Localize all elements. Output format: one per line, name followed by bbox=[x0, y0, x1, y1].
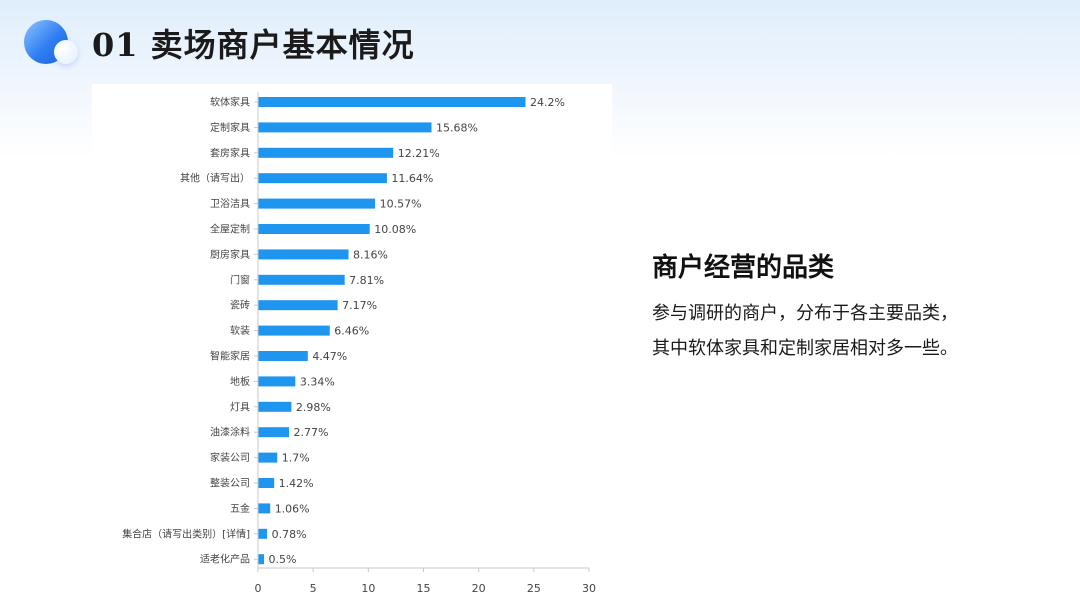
value-axis-tick-label: 5 bbox=[310, 582, 317, 595]
value-label: 1.42% bbox=[279, 477, 314, 490]
bar bbox=[258, 452, 278, 463]
bar bbox=[258, 122, 432, 133]
value-label: 1.06% bbox=[275, 502, 310, 515]
value-label: 6.46% bbox=[334, 325, 369, 338]
category-label: 灯具 bbox=[230, 401, 250, 413]
value-label: 4.47% bbox=[312, 350, 347, 363]
bar bbox=[258, 147, 394, 158]
summary-line: 其中软体家具和定制家居相对多一些。 bbox=[652, 338, 958, 359]
value-label: 2.98% bbox=[296, 401, 331, 414]
value-label: 3.34% bbox=[300, 375, 335, 388]
category-label: 全屋定制 bbox=[210, 223, 250, 236]
bar bbox=[258, 274, 345, 285]
value-label: 0.78% bbox=[272, 528, 307, 541]
bar bbox=[258, 503, 271, 514]
value-label: 12.21% bbox=[398, 147, 440, 160]
bar bbox=[258, 554, 265, 565]
bar bbox=[258, 198, 376, 209]
category-label: 集合店（请写出类别）[详情] bbox=[122, 527, 250, 540]
category-label: 其他（请写出） bbox=[180, 172, 250, 185]
value-label: 7.17% bbox=[342, 299, 377, 312]
value-label: 2.77% bbox=[294, 426, 329, 439]
bar bbox=[258, 478, 275, 488]
summary-line: 参与调研的商户，分布于各主要品类， bbox=[652, 303, 958, 324]
value-label: 10.57% bbox=[380, 198, 422, 211]
category-label: 软体家具 bbox=[210, 96, 250, 109]
value-axis-tick-label: 15 bbox=[417, 582, 431, 595]
category-label: 定制家具 bbox=[210, 121, 250, 134]
value-label: 24.2% bbox=[530, 96, 565, 109]
category-label: 门窗 bbox=[230, 273, 250, 286]
value-axis-tick-label: 0 bbox=[255, 582, 262, 595]
summary-block: 商户经营的品类 参与调研的商户，分布于各主要品类， 其中软体家具和定制家居相对多… bbox=[652, 250, 1052, 366]
section-logo-icon bbox=[0, 0, 90, 80]
value-label: 10.08% bbox=[374, 223, 416, 236]
value-axis-tick-label: 10 bbox=[361, 582, 375, 595]
bar bbox=[258, 427, 290, 438]
bar bbox=[258, 173, 387, 184]
value-axis-tick-label: 30 bbox=[582, 582, 596, 595]
bar bbox=[258, 351, 308, 361]
bar bbox=[258, 528, 268, 539]
category-label: 套房家具 bbox=[210, 146, 250, 159]
logo-small-circle-icon bbox=[54, 40, 78, 64]
value-label: 0.5% bbox=[269, 553, 297, 566]
bar-chart-panel: 软体家具 24.2% 定制家具 15.68% 套房家具 12.21% 其他（请写出） 11.6… bbox=[92, 84, 612, 604]
category-bar-chart: 软体家具 24.2% 定制家具 15.68% 套房家具 12.21% 其他（请写出） 11.6… bbox=[122, 92, 596, 595]
bar bbox=[258, 300, 338, 311]
category-label: 软装 bbox=[230, 324, 250, 337]
bar bbox=[258, 97, 526, 107]
value-label: 8.16% bbox=[353, 248, 388, 261]
page-title: 01 卖场商户基本情况 bbox=[92, 26, 415, 64]
value-axis-tick-label: 20 bbox=[472, 582, 486, 595]
bar bbox=[258, 401, 292, 412]
category-label: 家装公司 bbox=[210, 451, 250, 464]
category-label: 五金 bbox=[230, 502, 250, 515]
value-axis-tick-label: 25 bbox=[527, 582, 541, 595]
value-label: 1.7% bbox=[282, 452, 310, 465]
category-label: 整装公司 bbox=[210, 477, 250, 490]
category-label: 油漆涂料 bbox=[210, 426, 250, 439]
bar bbox=[258, 376, 296, 387]
category-label: 适老化产品 bbox=[200, 553, 250, 566]
summary-heading: 商户经营的品类 bbox=[652, 253, 835, 283]
value-label: 11.64% bbox=[391, 172, 433, 185]
summary-paragraph: 参与调研的商户，分布于各主要品类， 其中软体家具和定制家居相对多一些。 bbox=[652, 296, 1052, 366]
category-label: 瓷砖 bbox=[230, 299, 250, 312]
category-label: 厨房家具 bbox=[210, 248, 250, 261]
category-label: 地板 bbox=[230, 375, 250, 388]
category-label: 智能家居 bbox=[210, 350, 250, 363]
bar bbox=[258, 249, 349, 260]
value-label: 7.81% bbox=[349, 274, 384, 287]
bar bbox=[258, 325, 330, 336]
bar bbox=[258, 224, 370, 234]
category-label: 卫浴洁具 bbox=[210, 197, 250, 210]
value-label: 15.68% bbox=[436, 121, 478, 134]
